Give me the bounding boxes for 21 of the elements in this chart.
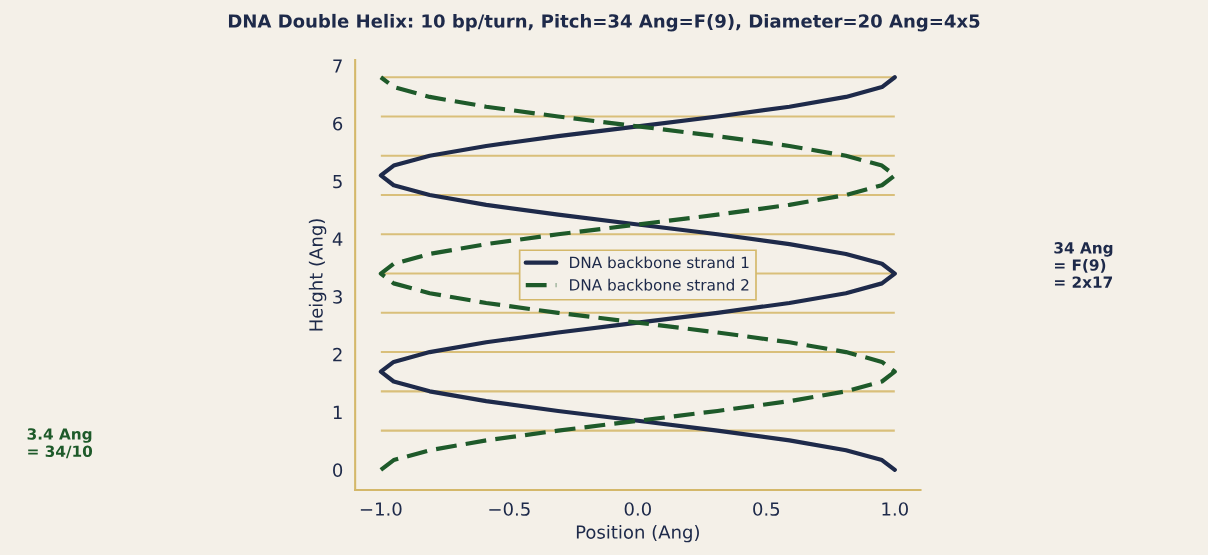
chart-title: DNA Double Helix: 10 bp/turn, Pitch=34 Ang=F(9), Diameter=20 Ang=4x5 [228,13,980,32]
x-axis-title: Position (Ang) [576,524,699,543]
y-tick-label: 0 [333,463,343,477]
x-tick-label: 1.0 [882,502,908,516]
x-tick-label: 0.0 [624,502,651,516]
x-tick-label: −0.5 [489,502,530,516]
y-tick-label: 1 [333,405,342,419]
legend-label: DNA backbone strand 2 [570,278,749,291]
y-tick-label: 2 [333,347,342,362]
y-tick-label: 4 [332,232,343,246]
legend-label: DNA backbone strand 1 [570,256,749,269]
x-tick-label: −1.0 [360,502,402,516]
y-tick-label: 7 [333,59,342,73]
text: 3.4 Ang = 34/10 [27,428,93,459]
y-tick-label: 6 [333,116,343,131]
line-series [378,75,897,472]
y-tick-label: 3 [333,290,342,304]
y-axis-title: Height (Ang) [308,219,327,331]
x-tick-label: 0.5 [753,502,780,516]
text: 34 Ang = F(9) = 2x17 [1054,242,1113,288]
y-tick-label: 5 [333,174,342,189]
